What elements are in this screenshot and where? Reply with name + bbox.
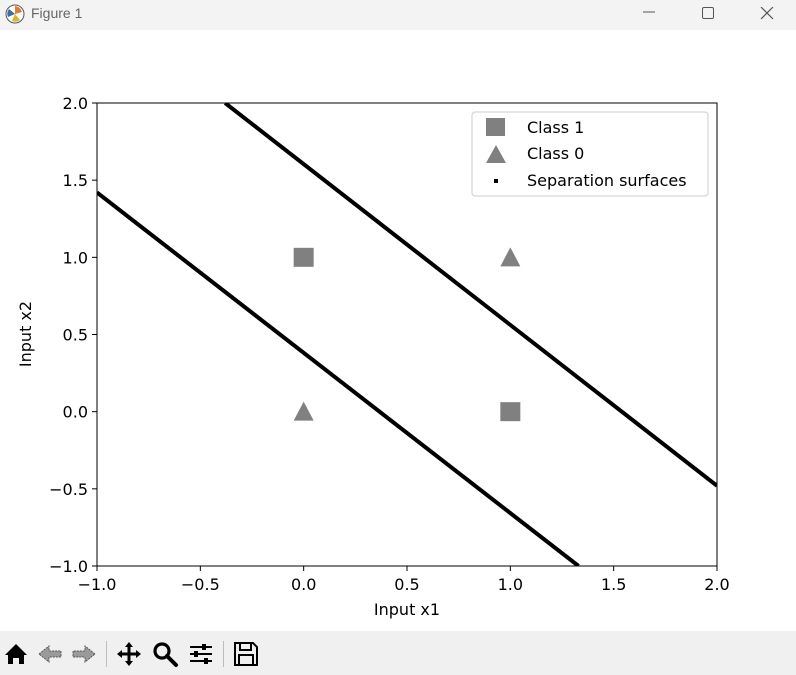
y-tick-label: −0.5 [49, 480, 88, 499]
legend-square-icon [486, 118, 505, 136]
y-tick-label: 2.0 [63, 94, 88, 113]
x-tick-label: 0.5 [394, 575, 419, 594]
forward-button[interactable] [70, 640, 98, 668]
maximize-icon [702, 7, 714, 19]
close-button[interactable] [744, 0, 790, 30]
home-button[interactable] [2, 640, 30, 668]
x-tick-label: 1.5 [601, 575, 626, 594]
configure-subplots-button[interactable] [187, 640, 215, 668]
toolbar-separator [106, 641, 107, 667]
figure-canvas: −1.0 −0.5 0.0 0.5 1.0 1.5 2.0 −1.0 −0.5 0.0 0.5 1.… [0, 30, 796, 631]
configure-subplots-icon [190, 644, 212, 664]
class-0-triangle-point [500, 247, 521, 267]
navigation-toolbar [0, 631, 796, 675]
x-axis-label: Input x1 [374, 600, 440, 619]
window-titlebar: Figure 1 [0, 0, 796, 30]
minimize-icon [643, 11, 655, 13]
legend-label-class-1: Class 1 [527, 118, 584, 137]
pan-button[interactable] [115, 640, 143, 668]
y-tick-label: 1.5 [63, 171, 88, 190]
minimize-button[interactable] [626, 0, 672, 30]
scatter-chart: −1.0 −0.5 0.0 0.5 1.0 1.5 2.0 −1.0 −0.5 0.0 0.5 1.… [16, 94, 730, 619]
zoom-icon [153, 642, 178, 667]
separation-surface-line [97, 190, 580, 566]
back-button[interactable] [36, 640, 64, 668]
pan-icon [117, 642, 141, 666]
legend-box [471, 111, 709, 197]
y-tick-label: 1.0 [63, 248, 88, 267]
home-icon [5, 644, 27, 664]
forward-icon [72, 644, 96, 664]
x-tick-label: 2.0 [704, 575, 729, 594]
y-tick-label: −1.0 [49, 557, 88, 576]
window-title: Figure 1 [31, 5, 83, 21]
legend-label-class-0: Class 0 [527, 144, 584, 163]
class-1-square-point [500, 402, 521, 422]
matplotlib-app-icon [5, 4, 25, 24]
zoom-button[interactable] [151, 640, 179, 668]
legend-triangle-icon [486, 145, 506, 163]
y-axis-label: Input x2 [16, 301, 35, 367]
close-icon [760, 7, 774, 20]
x-tick-label: −1.0 [78, 575, 117, 594]
maximize-button[interactable] [685, 0, 731, 30]
separation-surface-line [223, 103, 717, 488]
save-button[interactable] [232, 640, 260, 668]
legend-line-icon [494, 179, 498, 183]
save-icon [234, 642, 258, 666]
x-tick-label: −0.5 [181, 575, 220, 594]
back-icon [38, 644, 62, 664]
x-tick-label: 0.0 [291, 575, 316, 594]
toolbar-separator [223, 641, 224, 667]
class-1-square-point [293, 247, 314, 267]
legend: Class 1 Class 0 Separation surfaces [471, 111, 709, 197]
y-tick-label: 0.0 [63, 403, 88, 422]
class-0-triangle-point [293, 401, 314, 421]
y-tick-label: 0.5 [63, 326, 88, 345]
legend-label-separation-surfaces: Separation surfaces [527, 171, 687, 190]
x-tick-label: 1.0 [498, 575, 523, 594]
